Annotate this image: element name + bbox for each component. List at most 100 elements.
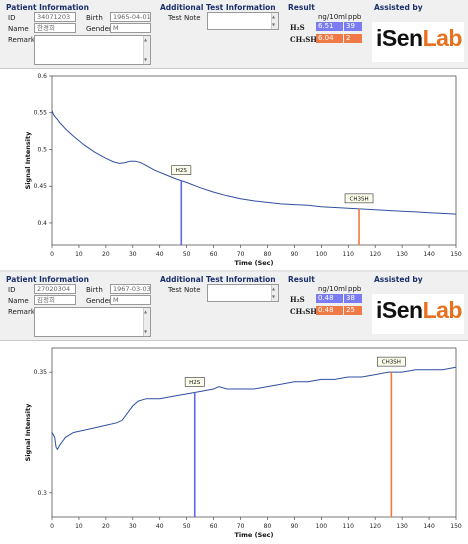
y-tick-label: 0.6 (37, 73, 47, 80)
marker-label-h2s: H2S (189, 380, 201, 386)
additional-info-title: Additional Test Information (160, 275, 276, 284)
id-field[interactable]: 34071203 (34, 12, 76, 22)
birth-label: Birth (86, 14, 103, 22)
x-tick-label: 130 (396, 251, 408, 258)
name-label: Name (8, 25, 29, 33)
name-field[interactable]: 김정희 (34, 295, 76, 305)
marker-tag-ch3sh (344, 193, 374, 204)
additional-info-title: Additional Test Information (160, 3, 276, 12)
x-tick-label: 70 (237, 251, 245, 258)
y-axis-title: Signal Intensity (24, 131, 32, 189)
ch3sh-gas-label: CH₃SH (290, 307, 317, 316)
x-tick-label: 10 (75, 523, 83, 530)
y-tick-label: 0.45 (34, 183, 48, 190)
h2s-ng-value: 6.51 (316, 22, 343, 31)
x-tick-label: 60 (210, 251, 218, 258)
x-tick-label: 130 (396, 523, 408, 530)
test-note-scrollbar[interactable] (271, 13, 278, 29)
y-tick-label: 0.35 (34, 369, 48, 376)
x-axis-title: Time (Sec) (235, 531, 274, 539)
x-tick-label: 80 (264, 251, 272, 258)
plot-area (51, 75, 457, 246)
ch3sh-ng-value: 0.48 (316, 306, 343, 315)
remarks-field[interactable] (34, 35, 151, 65)
x-tick-label: 30 (129, 251, 137, 258)
x-tick-label: 110 (343, 251, 355, 258)
report-header: Patient Information ID 34071203 Birth 19… (0, 0, 468, 69)
name-label: Name (8, 297, 29, 305)
x-tick-label: 50 (183, 251, 191, 258)
logo-text-lab: Lab (422, 25, 463, 51)
x-tick-label: 80 (264, 523, 272, 530)
marker-tag-ch3sh (377, 356, 406, 367)
x-tick-label: 10 (75, 251, 83, 258)
plot-area (51, 347, 457, 518)
test-note-field[interactable] (207, 284, 279, 302)
panel-separator (0, 268, 468, 272)
birth-field[interactable]: 1967-03-03 (110, 284, 151, 294)
unit-ng-label: ng/10ml (318, 13, 347, 21)
gender-label: Gender (86, 25, 112, 33)
patient-info-title: Patient Information (6, 3, 89, 12)
name-field[interactable]: 한경희 (34, 23, 76, 33)
report-panel-1: Patient Information ID 34071203 Birth 19… (0, 0, 468, 270)
logo-text-lab: Lab (422, 297, 463, 323)
h2s-gas-label: H₂S (290, 23, 305, 32)
ch3sh-ppb-value: 2 (344, 34, 362, 43)
x-tick-label: 90 (291, 251, 299, 258)
x-tick-label: 0 (50, 251, 54, 258)
h2s-ppb-value: 39 (344, 22, 362, 31)
remarks-scrollbar[interactable] (143, 308, 150, 336)
test-note-scrollbar[interactable] (271, 285, 278, 301)
x-tick-label: 110 (343, 523, 355, 530)
report-header: Patient Information ID 27020304 Birth 19… (0, 272, 468, 341)
gender-field[interactable]: M (110, 23, 151, 33)
marker-tag-h2s (184, 377, 205, 387)
x-tick-label: 20 (102, 251, 110, 258)
ch3sh-ppb-value: 25 (344, 306, 362, 315)
signal-chart-2: 0 10 20 30 40 50 60 70 80 90 100 110 120 130 140 150 0.3… (24, 347, 462, 539)
birth-label: Birth (86, 286, 103, 294)
unit-ng-label: ng/10ml (318, 285, 347, 293)
remarks-field[interactable] (34, 307, 151, 337)
x-tick-label: 150 (450, 523, 462, 530)
x-tick-label: 140 (423, 251, 435, 258)
y-axis-title: Signal Intensity (24, 403, 32, 461)
x-tick-label: 120 (369, 523, 381, 530)
x-tick-label: 30 (129, 523, 137, 530)
signal-chart-1-container: 0 10 20 30 40 50 60 70 80 90 100 110 120 130 140 150 0.4… (0, 70, 468, 270)
y-tick-label: 0.3 (37, 490, 47, 497)
marker-tag-h2s (171, 165, 192, 176)
signal-series-line (51, 366, 457, 451)
y-tick-label: 0.55 (34, 110, 48, 117)
signal-chart-2-container: 0 10 20 30 40 50 60 70 80 90 100 110 120 130 140 150 0.3… (0, 342, 468, 542)
assisted-by-title: Assisted by (374, 275, 423, 284)
x-tick-label: 40 (156, 523, 164, 530)
ch3sh-gas-label: CH₃SH (290, 35, 317, 44)
x-tick-label: 90 (291, 523, 299, 530)
remarks-label: Remarks (8, 308, 39, 316)
x-tick-label: 40 (156, 251, 164, 258)
ch3sh-ng-value: 6.04 (316, 34, 343, 43)
id-label: ID (8, 286, 16, 294)
signal-chart-1: 0 10 20 30 40 50 60 70 80 90 100 110 120 130 140 150 0.4… (24, 73, 462, 267)
test-note-label: Test Note (168, 286, 201, 294)
gender-label: Gender (86, 297, 112, 305)
id-field[interactable]: 27020304 (34, 284, 76, 294)
result-title: Result (288, 3, 315, 12)
marker-label-ch3sh: CH3SH (349, 196, 368, 202)
test-note-label: Test Note (168, 14, 201, 22)
gender-field[interactable]: M (110, 295, 151, 305)
h2s-ppb-value: 38 (344, 294, 362, 303)
x-tick-label: 100 (316, 251, 328, 258)
test-note-field[interactable] (207, 12, 279, 30)
remarks-label: Remarks (8, 36, 39, 44)
logo-text-isen: iSen (376, 297, 423, 323)
x-tick-label: 50 (183, 523, 191, 530)
id-label: ID (8, 14, 16, 22)
birth-field[interactable]: 1965-04-01 (110, 12, 151, 22)
assisted-by-title: Assisted by (374, 3, 423, 12)
x-tick-label: 100 (316, 523, 328, 530)
x-tick-label: 60 (210, 523, 218, 530)
remarks-scrollbar[interactable] (143, 36, 150, 64)
